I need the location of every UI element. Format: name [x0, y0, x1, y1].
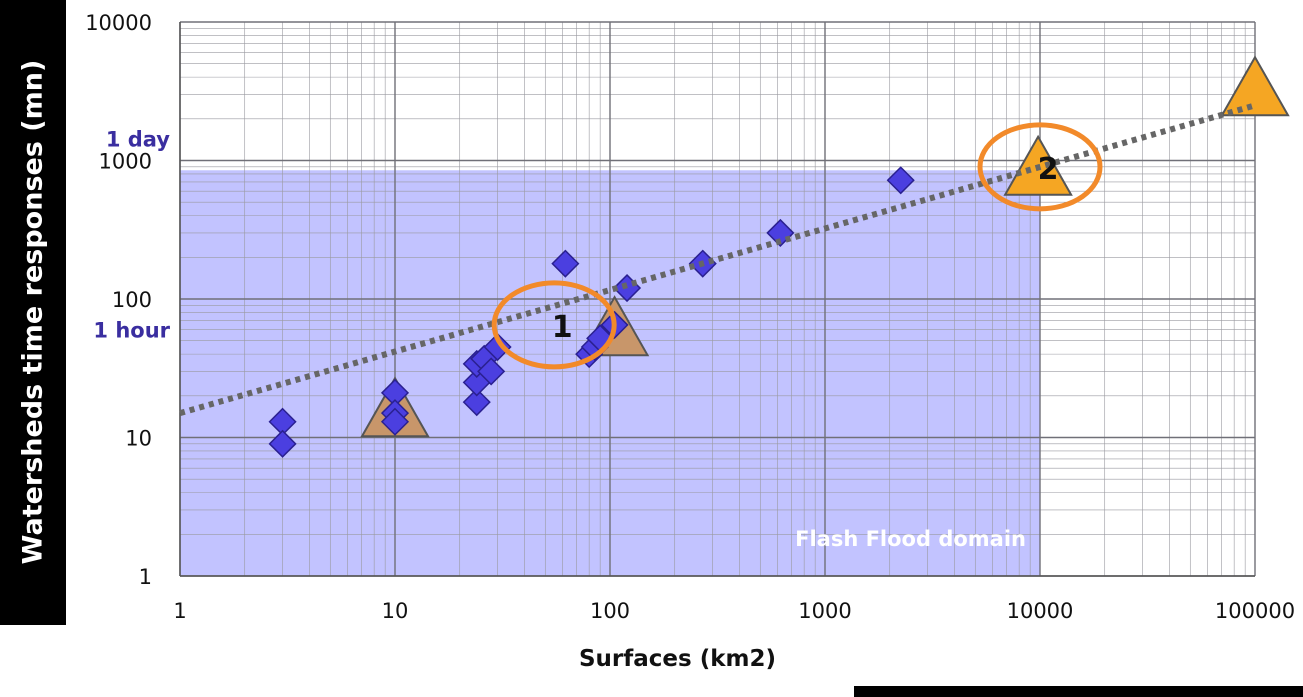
y-tick-label: 10000	[85, 11, 152, 35]
y-tick-label: 1000	[99, 150, 152, 174]
y-axis-label-bar: Watersheds time responses (mn)	[0, 0, 66, 625]
diamond-marker	[380, 407, 410, 436]
highlight-circle	[977, 122, 1103, 212]
diamond-marker	[551, 249, 580, 278]
highlight-circle	[491, 280, 617, 370]
triangle-marker-large	[1220, 55, 1290, 117]
region-label: Flash Flood domain	[795, 527, 1026, 551]
annotation-label: 1 day	[106, 128, 170, 152]
trendline	[179, 102, 1256, 416]
y-tick-label: 100	[112, 288, 152, 312]
y-tick-label: 1	[139, 565, 152, 589]
diamond-marker	[886, 166, 915, 195]
diamond-marker	[477, 357, 506, 386]
diamond-marker	[462, 388, 491, 417]
highlight-label: 2	[1038, 152, 1059, 187]
highlight-label: 1	[552, 310, 573, 345]
diamond-marker	[268, 429, 297, 458]
decorative-bar	[854, 686, 1303, 697]
x-axis-title: Surfaces (km2)	[579, 646, 776, 672]
x-tick-label: 1	[173, 599, 186, 623]
diamond-marker	[483, 332, 512, 362]
annotation-label: 1 hour	[93, 319, 170, 343]
y-tick-label: 10	[125, 427, 152, 451]
x-tick-label: 10000	[1007, 599, 1074, 623]
x-tick-label: 100	[590, 599, 630, 623]
x-tick-label: 10	[382, 599, 409, 623]
x-tick-label: 100000	[1215, 599, 1295, 623]
x-tick-label: 1000	[798, 599, 851, 623]
